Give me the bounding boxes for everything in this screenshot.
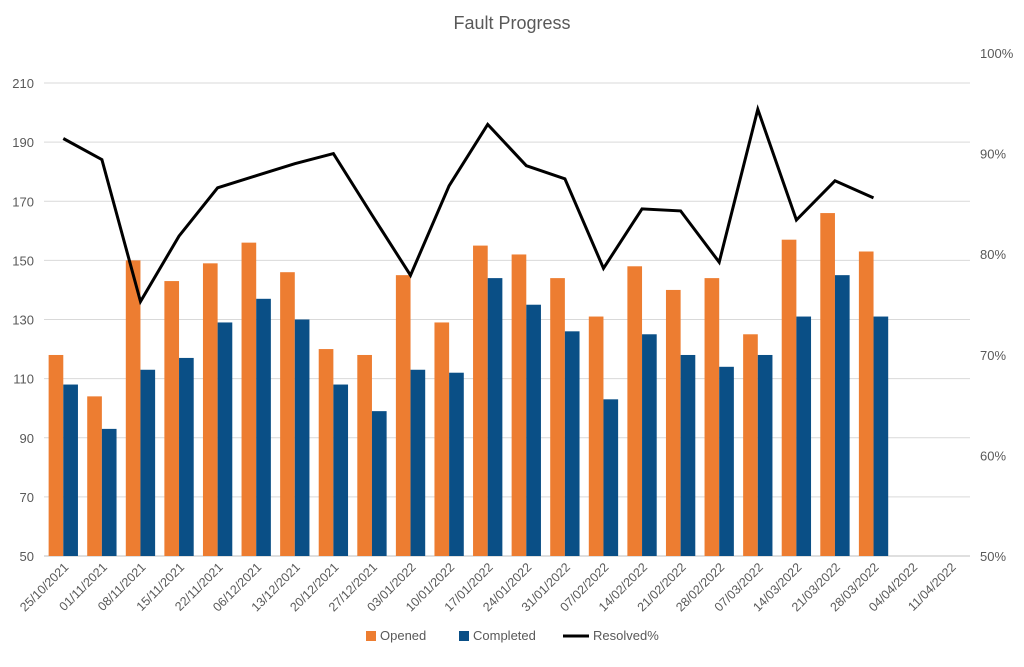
chart-title: Fault Progress xyxy=(453,13,570,33)
opened-bar xyxy=(395,275,411,556)
y-tick-label: 190 xyxy=(12,135,34,150)
y-tick-label: 130 xyxy=(12,313,34,328)
legend-label: Completed xyxy=(473,628,536,643)
completed-bar xyxy=(680,354,696,556)
gridlines xyxy=(44,82,970,557)
bars xyxy=(48,213,889,556)
opened-bar xyxy=(473,245,488,556)
opened-bar xyxy=(743,334,758,556)
y-tick-label: 50 xyxy=(20,549,34,564)
opened-bar xyxy=(665,289,681,556)
opened-bar xyxy=(550,278,565,556)
opened-bar xyxy=(280,272,295,556)
opened-bar xyxy=(588,316,604,556)
opened-bar xyxy=(125,260,141,556)
completed-bar xyxy=(101,428,117,556)
opened-bar xyxy=(511,254,527,556)
completed-bar xyxy=(179,357,194,556)
y-tick-label: 170 xyxy=(12,194,34,209)
opened-bar xyxy=(781,239,797,556)
y2-tick-label: 60% xyxy=(980,448,1006,463)
legend: Opened Completed Resolved% xyxy=(366,628,659,643)
completed-bar xyxy=(757,354,773,556)
resolved-percent-line xyxy=(62,104,875,306)
completed-bar xyxy=(333,384,349,556)
legend-swatch xyxy=(459,631,469,641)
resolved-line xyxy=(62,104,875,306)
opened-bar xyxy=(704,278,720,556)
legend-label: Resolved% xyxy=(593,628,659,643)
y-tick-label: 90 xyxy=(20,431,34,446)
completed-bar xyxy=(719,366,734,556)
completed-bar xyxy=(140,369,156,556)
opened-bar xyxy=(202,263,218,556)
y2-tick-label: 90% xyxy=(980,147,1006,162)
y2-tick-label: 80% xyxy=(980,247,1006,262)
opened-bar xyxy=(820,213,835,556)
completed-bar xyxy=(564,331,580,556)
opened-bar xyxy=(87,396,102,556)
legend-swatch xyxy=(366,631,376,641)
completed-bar xyxy=(796,316,812,556)
y-tick-label: 110 xyxy=(13,372,34,387)
completed-bar xyxy=(371,411,387,556)
opened-bar xyxy=(858,251,874,556)
y-tick-label: 210 xyxy=(12,76,34,91)
completed-bar xyxy=(256,298,271,556)
y2-tick-label: 100% xyxy=(980,46,1014,61)
y2-tick-label: 70% xyxy=(980,348,1006,363)
opened-bar xyxy=(357,354,372,556)
completed-bar xyxy=(834,275,850,556)
completed-bar xyxy=(603,399,619,556)
legend-label: Opened xyxy=(380,628,426,643)
opened-bar xyxy=(627,266,643,556)
opened-bar xyxy=(318,349,334,556)
opened-bar xyxy=(48,354,64,556)
completed-bar xyxy=(449,372,464,556)
completed-bar xyxy=(294,319,310,556)
y-tick-label: 70 xyxy=(20,490,34,505)
opened-bar xyxy=(241,242,257,556)
opened-bar xyxy=(434,322,450,556)
opened-bar xyxy=(164,281,180,556)
y2-tick-label: 50% xyxy=(980,549,1006,564)
completed-bar xyxy=(63,384,78,556)
completed-bar xyxy=(410,369,426,556)
completed-bar xyxy=(526,304,541,556)
y-tick-label: 150 xyxy=(12,253,34,268)
completed-bar xyxy=(642,334,657,556)
completed-bar xyxy=(217,322,233,556)
completed-bar xyxy=(873,316,889,556)
completed-bar xyxy=(487,278,503,556)
